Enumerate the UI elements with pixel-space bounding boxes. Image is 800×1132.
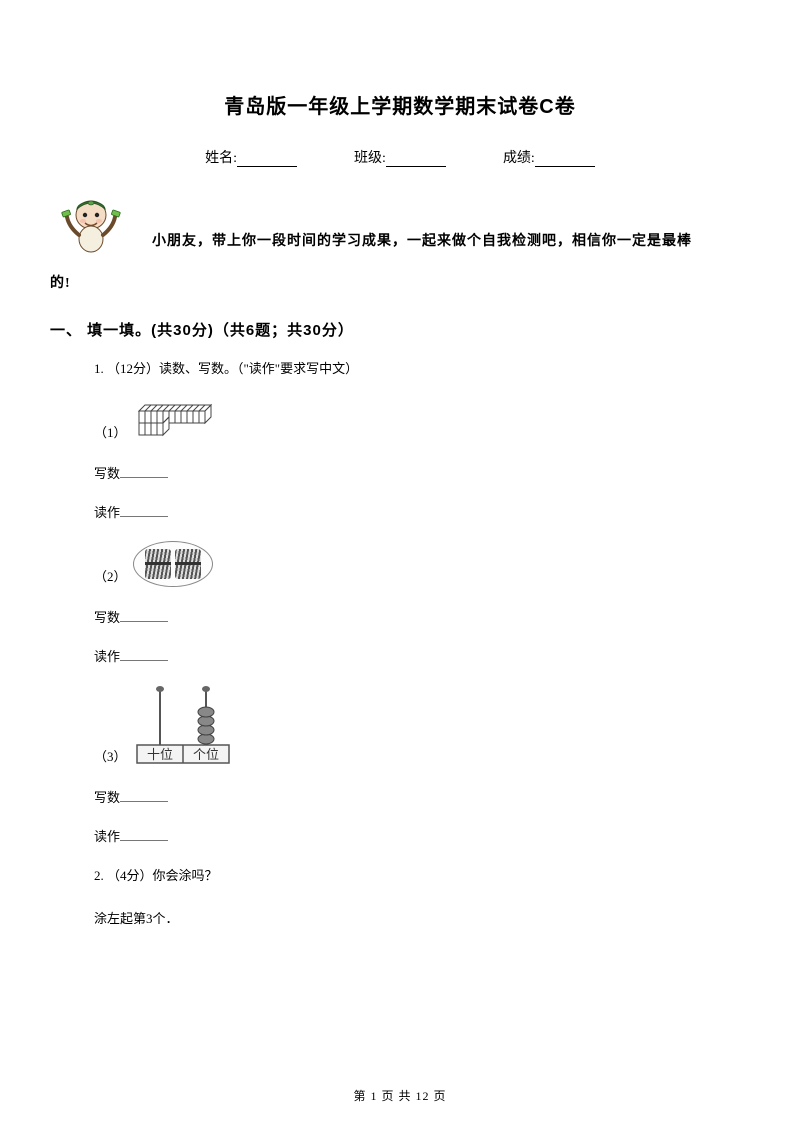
class-blank[interactable]: [386, 153, 446, 167]
q1-item-2-write: 写数: [94, 607, 750, 626]
class-label: 班级:: [354, 147, 386, 167]
blank[interactable]: [120, 610, 168, 622]
q1-item-3: （3） 十位 个位: [94, 685, 750, 767]
q1-item-3-read: 读作: [94, 826, 750, 845]
score-blank[interactable]: [535, 153, 595, 167]
q1-item-2-read: 读作: [94, 646, 750, 665]
abacus-icon: 十位 个位: [133, 685, 233, 767]
intro-line1: 小朋友，带上你一段时间的学习成果，一起来做个自我检测吧，相信你一定是最棒: [152, 225, 692, 259]
blank[interactable]: [120, 829, 168, 841]
q1-item-3-label: （3）: [94, 746, 127, 767]
cubes-icon: [133, 401, 223, 443]
q1-item-1-write: 写数: [94, 463, 750, 482]
q1-item-1: （1）: [94, 401, 750, 443]
blank[interactable]: [120, 466, 168, 478]
bundles-icon: [133, 541, 213, 587]
mascot-icon: [60, 195, 122, 259]
q1-item-1-read: 读作: [94, 502, 750, 521]
section-1-header: 一、 填一填。(共30分)（共6题；共30分）: [50, 319, 750, 340]
blank[interactable]: [120, 649, 168, 661]
intro-line2: 的!: [50, 267, 750, 301]
q1-item-2: （2）: [94, 541, 750, 587]
name-label: 姓名:: [205, 147, 237, 167]
question-2: 2. （4分）你会涂吗？: [94, 865, 750, 884]
score-label: 成绩:: [503, 147, 535, 167]
name-blank[interactable]: [237, 153, 297, 167]
page-footer: 第 1 页 共 12 页: [0, 1087, 800, 1104]
page-title: 青岛版一年级上学期数学期末试卷C卷: [50, 90, 750, 119]
question-1: 1. （12分）读数、写数。（"读作"要求写中文）: [94, 358, 750, 377]
student-info-line: 姓名: 班级: 成绩:: [50, 147, 750, 167]
blank[interactable]: [120, 790, 168, 802]
q1-item-3-write: 写数: [94, 787, 750, 806]
svg-text:十位: 十位: [147, 747, 173, 762]
svg-text:个位: 个位: [193, 747, 219, 762]
q1-item-1-label: （1）: [94, 422, 127, 443]
question-2-sub: 涂左起第3个．: [94, 908, 750, 927]
q1-item-2-label: （2）: [94, 566, 127, 587]
blank[interactable]: [120, 505, 168, 517]
